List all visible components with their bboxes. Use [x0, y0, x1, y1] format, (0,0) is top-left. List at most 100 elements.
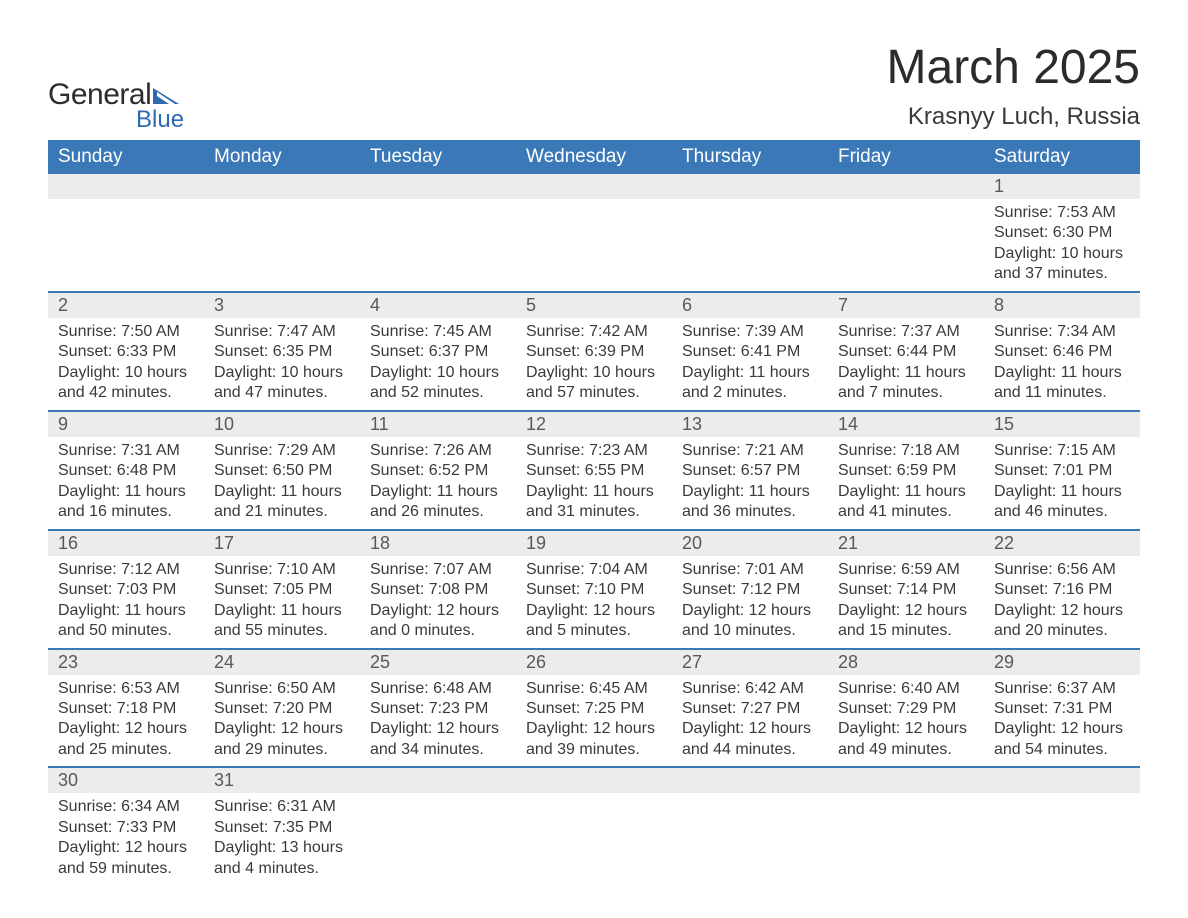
day-cell: 4Sunrise: 7:45 AMSunset: 6:37 PMDaylight…: [360, 293, 516, 410]
day-number: [828, 174, 984, 199]
daylight-line1: Daylight: 11 hours: [838, 482, 974, 502]
daylight-line2: and 37 minutes.: [994, 264, 1130, 284]
daylight-line1: Daylight: 10 hours: [526, 363, 662, 383]
daylight-line1: Daylight: 11 hours: [994, 363, 1130, 383]
sunset-text: Sunset: 7:16 PM: [994, 580, 1130, 600]
day-number: 18: [360, 531, 516, 556]
sunrise-text: Sunrise: 7:47 AM: [214, 322, 350, 342]
sunrise-text: Sunrise: 7:07 AM: [370, 560, 506, 580]
day-body: Sunrise: 7:53 AMSunset: 6:30 PMDaylight:…: [984, 199, 1140, 291]
sunrise-text: Sunrise: 6:59 AM: [838, 560, 974, 580]
week-row: 30Sunrise: 6:34 AMSunset: 7:33 PMDayligh…: [48, 768, 1140, 885]
page-title: March 2025: [887, 40, 1140, 95]
daylight-line1: Daylight: 10 hours: [214, 363, 350, 383]
week-row: 9Sunrise: 7:31 AMSunset: 6:48 PMDaylight…: [48, 412, 1140, 531]
daylight-line2: and 29 minutes.: [214, 740, 350, 760]
day-body: Sunrise: 7:04 AMSunset: 7:10 PMDaylight:…: [516, 556, 672, 648]
day-body: Sunrise: 7:18 AMSunset: 6:59 PMDaylight:…: [828, 437, 984, 529]
sunrise-text: Sunrise: 6:45 AM: [526, 679, 662, 699]
sunrise-text: Sunrise: 7:31 AM: [58, 441, 194, 461]
day-number: 7: [828, 293, 984, 318]
day-cell: 13Sunrise: 7:21 AMSunset: 6:57 PMDayligh…: [672, 412, 828, 529]
sunrise-text: Sunrise: 6:42 AM: [682, 679, 818, 699]
daylight-line1: Daylight: 10 hours: [58, 363, 194, 383]
weeks-container: 1Sunrise: 7:53 AMSunset: 6:30 PMDaylight…: [48, 174, 1140, 885]
day-number: 11: [360, 412, 516, 437]
daylight-line2: and 54 minutes.: [994, 740, 1130, 760]
day-cell: [204, 174, 360, 291]
sunrise-text: Sunrise: 6:56 AM: [994, 560, 1130, 580]
sunset-text: Sunset: 6:30 PM: [994, 223, 1130, 243]
calendar: Sunday Monday Tuesday Wednesday Thursday…: [48, 140, 1140, 885]
daylight-line1: Daylight: 12 hours: [682, 719, 818, 739]
daylight-line2: and 10 minutes.: [682, 621, 818, 641]
day-cell: 30Sunrise: 6:34 AMSunset: 7:33 PMDayligh…: [48, 768, 204, 885]
daylight-line1: Daylight: 12 hours: [214, 719, 350, 739]
day-cell: 3Sunrise: 7:47 AMSunset: 6:35 PMDaylight…: [204, 293, 360, 410]
daylight-line2: and 5 minutes.: [526, 621, 662, 641]
day-body: Sunrise: 7:45 AMSunset: 6:37 PMDaylight:…: [360, 318, 516, 410]
sunset-text: Sunset: 6:35 PM: [214, 342, 350, 362]
sunset-text: Sunset: 7:29 PM: [838, 699, 974, 719]
day-body: Sunrise: 7:15 AMSunset: 7:01 PMDaylight:…: [984, 437, 1140, 529]
dow-sunday: Sunday: [48, 140, 204, 174]
daylight-line1: Daylight: 11 hours: [58, 601, 194, 621]
day-number: [672, 174, 828, 199]
day-number: [516, 174, 672, 199]
sunset-text: Sunset: 7:01 PM: [994, 461, 1130, 481]
day-cell: 10Sunrise: 7:29 AMSunset: 6:50 PMDayligh…: [204, 412, 360, 529]
day-body: Sunrise: 7:29 AMSunset: 6:50 PMDaylight:…: [204, 437, 360, 529]
day-body: Sunrise: 7:23 AMSunset: 6:55 PMDaylight:…: [516, 437, 672, 529]
day-body: Sunrise: 7:21 AMSunset: 6:57 PMDaylight:…: [672, 437, 828, 529]
day-number: [984, 768, 1140, 793]
day-number: 10: [204, 412, 360, 437]
day-cell: 28Sunrise: 6:40 AMSunset: 7:29 PMDayligh…: [828, 650, 984, 767]
daylight-line2: and 41 minutes.: [838, 502, 974, 522]
day-number: 5: [516, 293, 672, 318]
sunset-text: Sunset: 6:41 PM: [682, 342, 818, 362]
daylight-line1: Daylight: 11 hours: [682, 482, 818, 502]
daylight-line2: and 50 minutes.: [58, 621, 194, 641]
daylight-line2: and 7 minutes.: [838, 383, 974, 403]
day-body: Sunrise: 6:53 AMSunset: 7:18 PMDaylight:…: [48, 675, 204, 767]
day-cell: 6Sunrise: 7:39 AMSunset: 6:41 PMDaylight…: [672, 293, 828, 410]
day-cell: 7Sunrise: 7:37 AMSunset: 6:44 PMDaylight…: [828, 293, 984, 410]
day-number: [204, 174, 360, 199]
sunrise-text: Sunrise: 7:34 AM: [994, 322, 1130, 342]
page-location: Krasnyy Luch, Russia: [887, 103, 1140, 131]
sunrise-text: Sunrise: 6:40 AM: [838, 679, 974, 699]
flag-icon: [153, 86, 179, 104]
daylight-line1: Daylight: 12 hours: [370, 601, 506, 621]
day-cell: [516, 174, 672, 291]
day-cell: 2Sunrise: 7:50 AMSunset: 6:33 PMDaylight…: [48, 293, 204, 410]
sunrise-text: Sunrise: 7:04 AM: [526, 560, 662, 580]
day-number: 8: [984, 293, 1140, 318]
daylight-line2: and 21 minutes.: [214, 502, 350, 522]
week-row: 1Sunrise: 7:53 AMSunset: 6:30 PMDaylight…: [48, 174, 1140, 293]
daylight-line1: Daylight: 11 hours: [58, 482, 194, 502]
day-body: Sunrise: 6:37 AMSunset: 7:31 PMDaylight:…: [984, 675, 1140, 767]
sunrise-text: Sunrise: 7:15 AM: [994, 441, 1130, 461]
sunset-text: Sunset: 6:52 PM: [370, 461, 506, 481]
daylight-line2: and 2 minutes.: [682, 383, 818, 403]
day-cell: [360, 174, 516, 291]
day-number: [672, 768, 828, 793]
day-number: 22: [984, 531, 1140, 556]
daylight-line1: Daylight: 12 hours: [58, 838, 194, 858]
day-cell: 8Sunrise: 7:34 AMSunset: 6:46 PMDaylight…: [984, 293, 1140, 410]
sunset-text: Sunset: 6:33 PM: [58, 342, 194, 362]
day-cell: [672, 768, 828, 885]
day-number: 2: [48, 293, 204, 318]
sunset-text: Sunset: 7:10 PM: [526, 580, 662, 600]
daylight-line1: Daylight: 12 hours: [526, 719, 662, 739]
sunset-text: Sunset: 7:31 PM: [994, 699, 1130, 719]
sunrise-text: Sunrise: 6:37 AM: [994, 679, 1130, 699]
daylight-line2: and 42 minutes.: [58, 383, 194, 403]
daylight-line2: and 52 minutes.: [370, 383, 506, 403]
day-cell: 20Sunrise: 7:01 AMSunset: 7:12 PMDayligh…: [672, 531, 828, 648]
daylight-line2: and 46 minutes.: [994, 502, 1130, 522]
dow-thursday: Thursday: [672, 140, 828, 174]
daylight-line1: Daylight: 12 hours: [994, 601, 1130, 621]
sunrise-text: Sunrise: 7:53 AM: [994, 203, 1130, 223]
day-body: Sunrise: 7:31 AMSunset: 6:48 PMDaylight:…: [48, 437, 204, 529]
